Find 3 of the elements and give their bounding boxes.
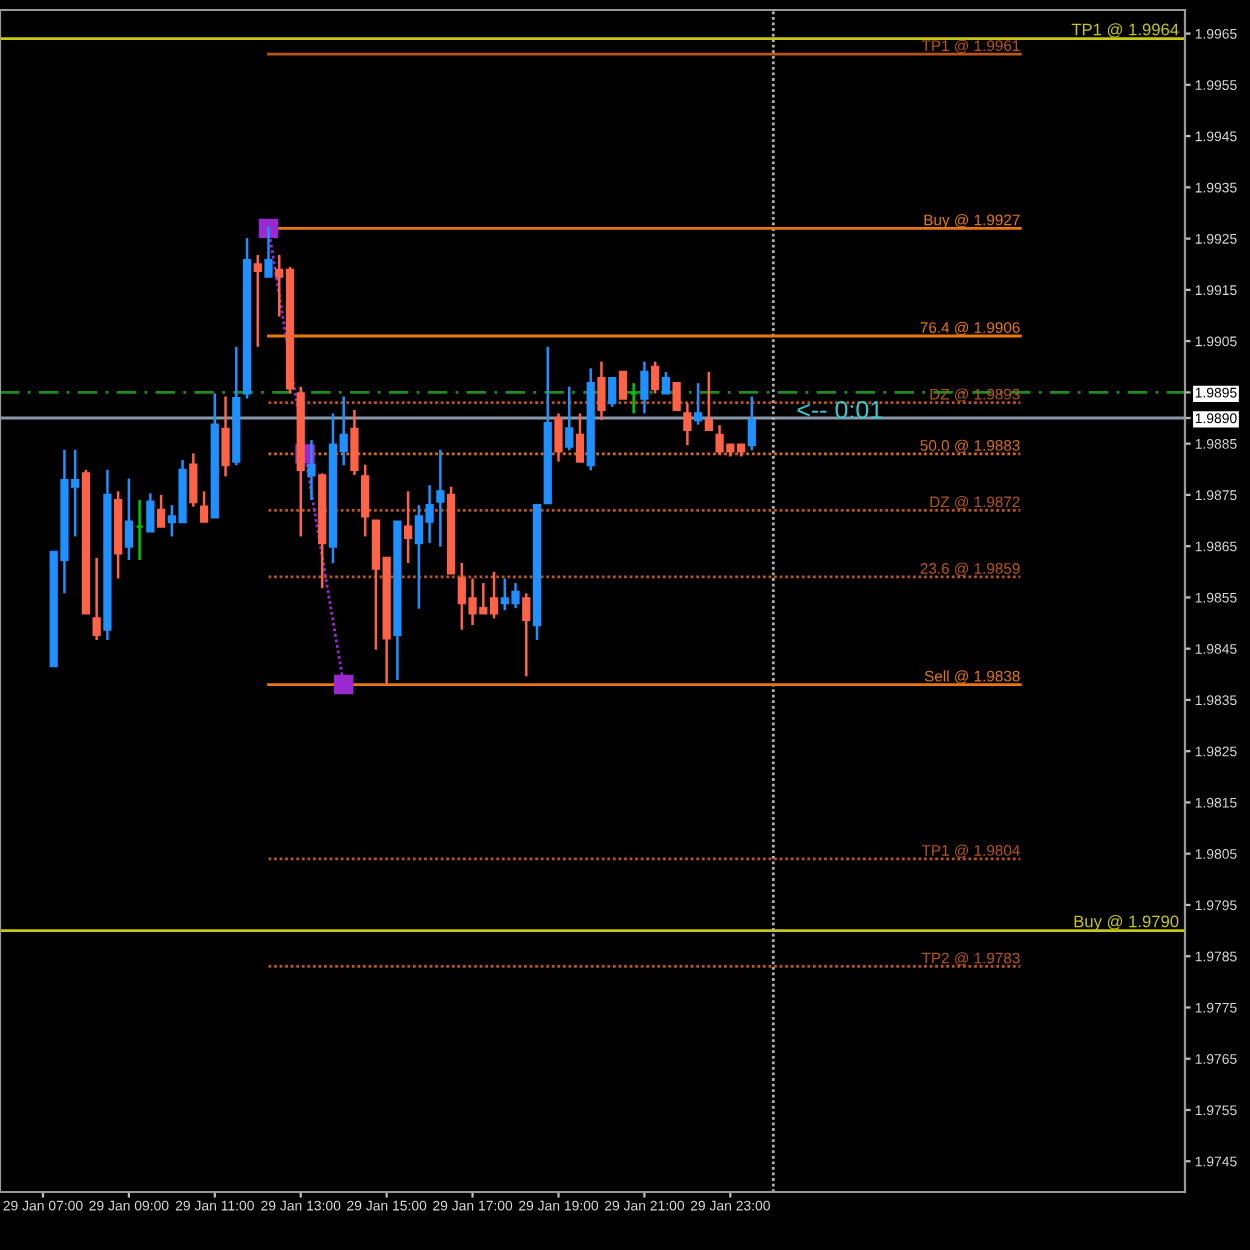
ref-line-label: Buy @ 1.9790 xyxy=(1074,915,1179,931)
annotation: <-- 0:01 xyxy=(797,400,882,419)
ref-line-label: TP1 @ 1.9964 xyxy=(1071,23,1179,38)
